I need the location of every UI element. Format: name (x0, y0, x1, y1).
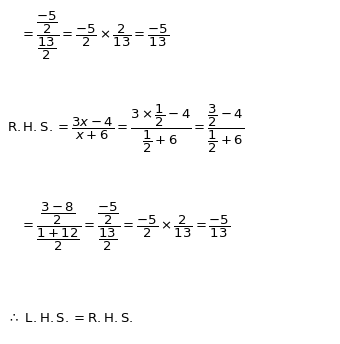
Text: $\therefore\ \mathrm{L.H.S.} = \mathrm{R.H.S.}$: $\therefore\ \mathrm{L.H.S.} = \mathrm{R… (7, 312, 133, 325)
Text: $\mathrm{R.H.S.} = \dfrac{3x-4}{x+6} = \dfrac{3 \times \dfrac{1}{2}-4}{\dfrac{1}: $\mathrm{R.H.S.} = \dfrac{3x-4}{x+6} = \… (7, 103, 244, 155)
Text: $= \dfrac{\dfrac{3-8}{2}}{\dfrac{1+12}{2}} = \dfrac{\dfrac{-5}{2}}{\dfrac{13}{2}: $= \dfrac{\dfrac{3-8}{2}}{\dfrac{1+12}{2… (20, 201, 231, 253)
Text: $= \dfrac{\dfrac{-5}{2}}{\dfrac{13}{2}} = \dfrac{-5}{2} \times \dfrac{2}{13} = \: $= \dfrac{\dfrac{-5}{2}}{\dfrac{13}{2}} … (20, 10, 170, 62)
